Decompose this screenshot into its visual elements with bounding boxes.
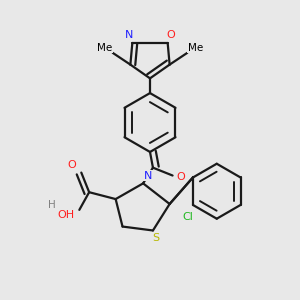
Text: O: O — [176, 172, 185, 182]
Text: N: N — [125, 30, 134, 40]
Text: S: S — [152, 233, 160, 243]
Text: O: O — [166, 30, 175, 40]
Text: Me: Me — [97, 43, 112, 53]
Text: N: N — [144, 170, 152, 181]
Text: H: H — [48, 200, 56, 210]
Text: O: O — [67, 160, 76, 170]
Text: Cl: Cl — [183, 212, 194, 222]
Text: OH: OH — [57, 210, 74, 220]
Text: Me: Me — [188, 43, 203, 53]
